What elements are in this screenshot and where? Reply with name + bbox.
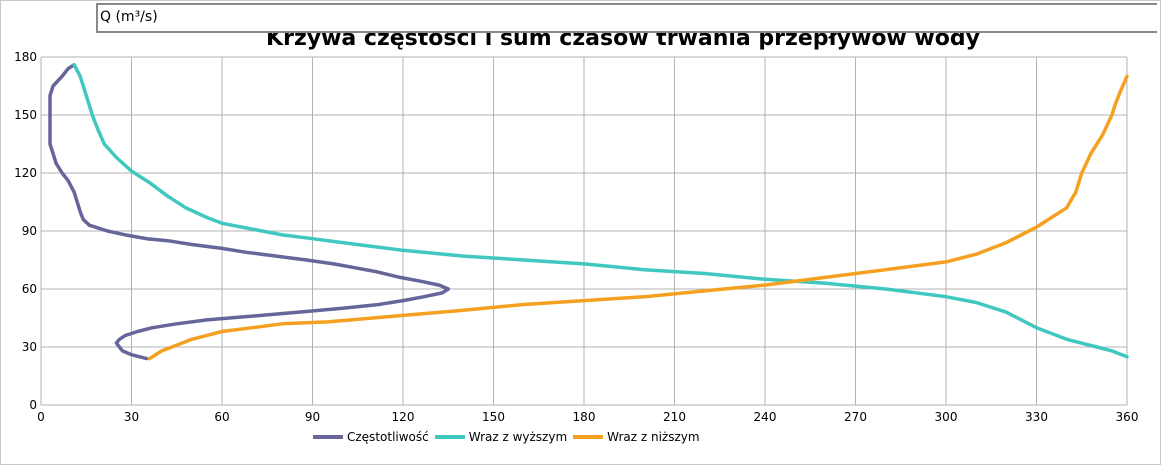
legend-label-wraz-z-wyzszym: Wraz z wyższym xyxy=(468,430,568,444)
legend-label-wraz-z-nizszym: Wraz z niższym xyxy=(607,430,700,444)
y-tick-label: 150 xyxy=(14,108,37,122)
axes xyxy=(40,57,1127,406)
grid-lines xyxy=(40,56,1128,406)
x-tick-label: 120 xyxy=(392,410,415,424)
tick-labels: 0 30 60 90 120 150 180 210 240 270 300 330 360 0 30 60 9… xyxy=(14,50,1138,424)
x-tick-label: 30 xyxy=(124,410,139,424)
x-tick-label: 180 xyxy=(573,410,596,424)
legend-item-czestotliwosc: Częstotliwość xyxy=(313,430,429,444)
x-tick-label: 0 xyxy=(37,410,45,424)
series-lines xyxy=(48,62,1129,361)
y-tick-label: 60 xyxy=(22,282,37,296)
legend-label-czestotliwosc: Częstotliwość xyxy=(347,430,429,444)
x-tick-label: 150 xyxy=(482,410,505,424)
y-tick-label: 30 xyxy=(22,340,37,354)
y-tick-label: 90 xyxy=(22,224,37,238)
y-tick-label: 0 xyxy=(29,398,37,412)
legend: Częstotliwość Wraz z wyższym Wraz z niżs… xyxy=(313,428,700,446)
x-tick-label: 240 xyxy=(754,410,777,424)
series-wraz-z-wyzszym-line xyxy=(72,62,1129,359)
y-axis-label-box: Q (m³/s) xyxy=(96,3,1157,33)
series-wraz-z-nizszym-line xyxy=(147,74,1129,361)
x-tick-label: 360 xyxy=(1116,410,1139,424)
x-tick-label: 300 xyxy=(935,410,958,424)
y-tick-label: 180 xyxy=(14,50,37,64)
y-tick-label: 120 xyxy=(14,166,37,180)
legend-item-wraz-z-nizszym: Wraz z niższym xyxy=(573,430,700,444)
x-tick-label: 330 xyxy=(1025,410,1048,424)
legend-swatch-wraz-z-nizszym xyxy=(573,435,604,439)
x-tick-label: 270 xyxy=(844,410,867,424)
series-czestotliwosc-line xyxy=(48,62,451,361)
x-tick-label: 90 xyxy=(305,410,320,424)
y-axis-label: Q (m³/s) xyxy=(100,9,158,25)
x-tick-label: 210 xyxy=(663,410,686,424)
legend-item-wraz-z-wyzszym: Wraz z wyższym xyxy=(434,430,568,444)
x-tick-label: 60 xyxy=(214,410,229,424)
legend-swatch-czestotliwosc xyxy=(313,435,343,439)
legend-swatch-wraz-z-wyzszym xyxy=(434,435,465,439)
